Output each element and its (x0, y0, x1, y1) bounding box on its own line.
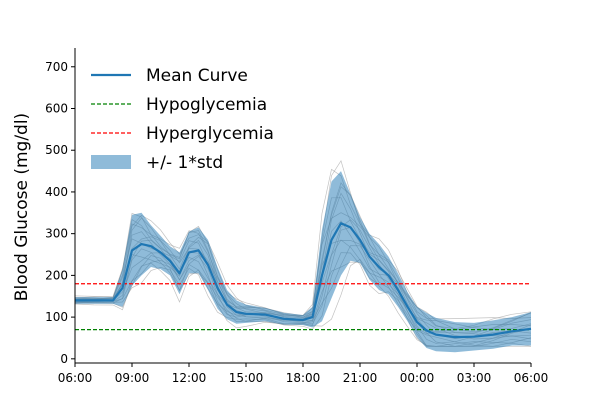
legend-item: Mean Curve (91, 66, 248, 86)
x-tick-label: 09:00 (115, 371, 150, 385)
mean-curve-layer (75, 222, 532, 339)
y-tick-label: 300 (45, 227, 68, 241)
y-tick-label: 700 (45, 60, 68, 74)
y-tick-label: 600 (45, 101, 68, 115)
std-band-layer (75, 171, 531, 353)
y-axis-title: Blood Glucose (mg/dl) (12, 113, 32, 301)
legend: Mean Curve Hypoglycemia Hyperglycemia +/- 1… (91, 66, 274, 173)
legend-item: Hyperglycemia (91, 124, 274, 144)
std-band-area (75, 171, 531, 353)
x-tick-label: 06:00 (514, 371, 549, 385)
legend-label: Hyperglycemia (146, 124, 274, 144)
mean-curve-line (75, 222, 532, 339)
y-tick-label: 0 (60, 352, 68, 366)
y-tick-label: 500 (45, 143, 68, 157)
legend-swatch-band (91, 155, 131, 169)
legend-label: +/- 1*std (146, 153, 223, 173)
y-tick-label: 200 (45, 268, 68, 282)
threshold-lines-layer (75, 283, 531, 331)
x-tick-label: 03:00 (457, 371, 492, 385)
x-tick-label: 15:00 (229, 371, 264, 385)
legend-item: Hypoglycemia (91, 95, 267, 115)
x-tick-label: 21:00 (343, 371, 378, 385)
legend-label: Hypoglycemia (146, 95, 267, 115)
x-tick-label: 00:00 (400, 371, 435, 385)
y-tick-label: 400 (45, 185, 68, 199)
x-tick-label: 06:00 (58, 371, 93, 385)
x-tick-label: 12:00 (172, 371, 207, 385)
axes-layer: 0 100 200 300 400 500 600 700 06:00 09:00 12:00 15:… (45, 48, 548, 385)
x-tick-label: 18:00 (286, 371, 321, 385)
y-tick-label: 100 (45, 310, 68, 324)
legend-label: Mean Curve (146, 66, 248, 86)
legend-item: +/- 1*std (91, 153, 223, 173)
